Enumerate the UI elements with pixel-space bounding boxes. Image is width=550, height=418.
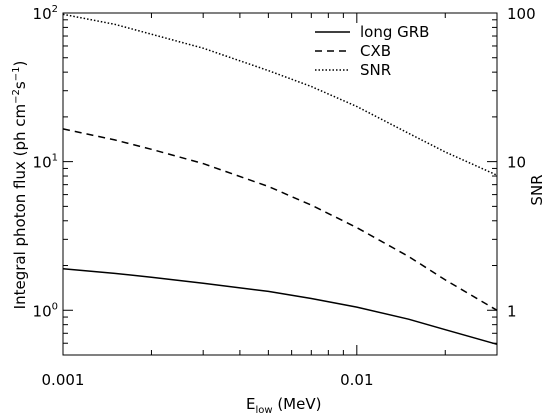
x-tick-label: 0.001 xyxy=(42,371,85,389)
x-axis-label: Elow (MeV) xyxy=(246,395,321,416)
legend-label: SNR xyxy=(360,61,391,79)
y2-tick-label: 100 xyxy=(507,5,536,23)
y2-tick-label: 10 xyxy=(507,154,526,172)
series-line-long-grb xyxy=(62,268,498,346)
plot-frame xyxy=(62,12,498,356)
legend-label: CXB xyxy=(360,42,391,60)
y2-axis-label: SNR xyxy=(528,174,546,205)
y-axis-label: Integral photon flux (ph cm−2s−1) xyxy=(11,61,29,310)
y2-tick-label: 1 xyxy=(507,302,517,320)
y-tick-label: 100 xyxy=(33,301,58,320)
x-tick-label: 0.01 xyxy=(340,371,373,389)
y-tick-label: 101 xyxy=(33,153,58,172)
legend-label: long GRB xyxy=(360,23,429,41)
series-line-snr xyxy=(62,13,498,176)
series-line-cxb xyxy=(62,128,498,311)
y-tick-label: 102 xyxy=(33,4,58,23)
ticks xyxy=(62,12,498,356)
series-lines xyxy=(62,13,498,346)
tick-labels: 0.001 0.01 100 101 102 1 10 100 xyxy=(33,4,536,389)
